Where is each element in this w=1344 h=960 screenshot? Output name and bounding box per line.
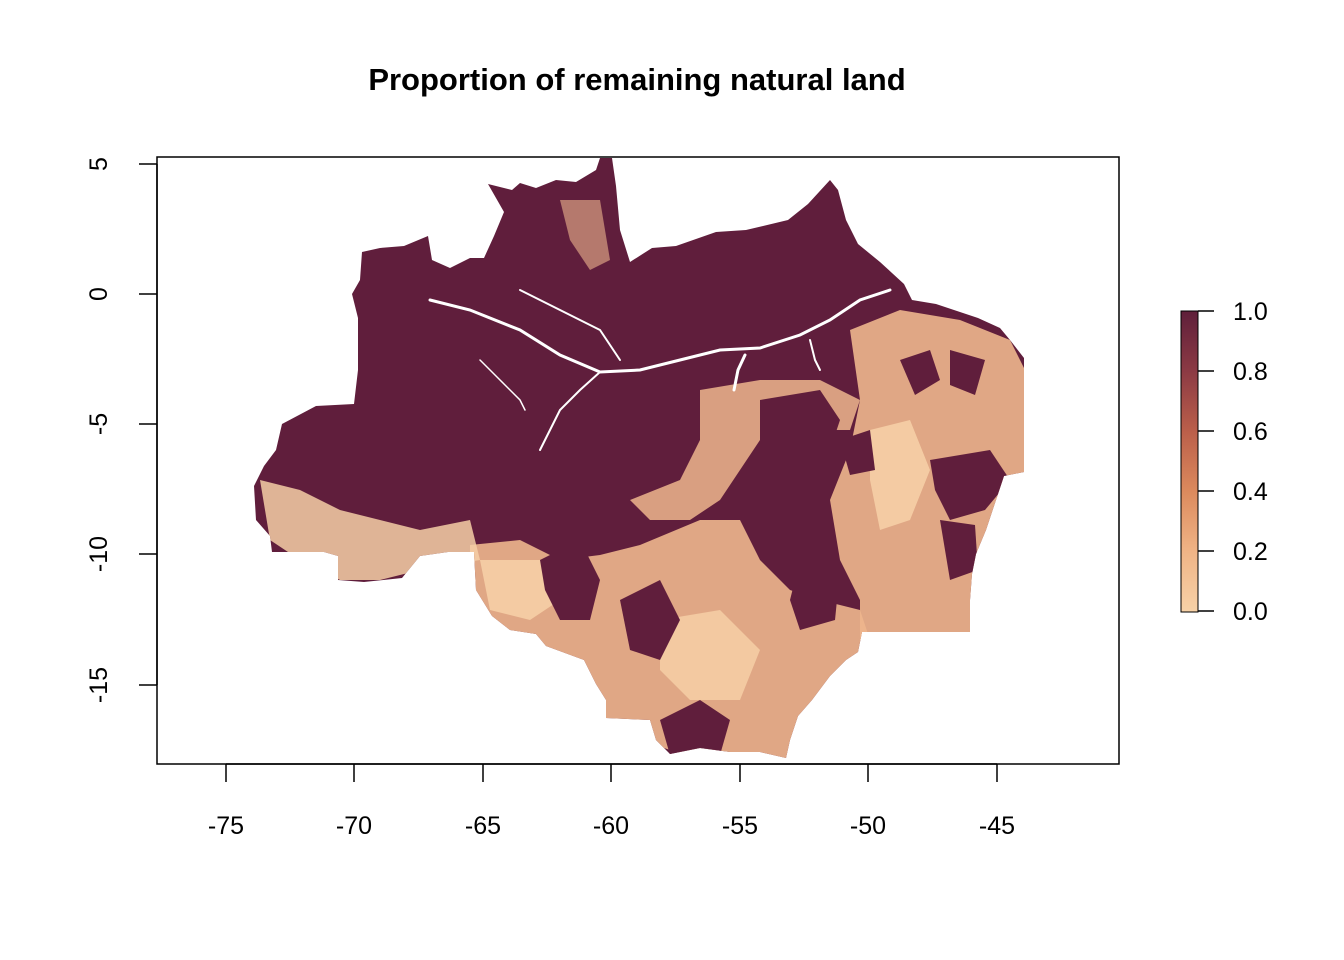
y-tick: -5 bbox=[85, 413, 157, 435]
forest-remnant-10 bbox=[660, 700, 730, 755]
madeira-river bbox=[539, 371, 601, 451]
forest-remnant-6 bbox=[620, 580, 680, 660]
y-tick: -15 bbox=[85, 667, 157, 703]
amazon-river bbox=[428, 288, 892, 374]
legend-tick: 0.6 bbox=[1198, 418, 1268, 446]
x-tick: -50 bbox=[850, 764, 886, 840]
legend-tick-label: 0.8 bbox=[1233, 358, 1268, 386]
cleared-land-patch-3 bbox=[660, 610, 760, 700]
x-tick: -45 bbox=[979, 764, 1015, 840]
map-region bbox=[254, 158, 1024, 758]
purus-river bbox=[479, 359, 526, 411]
cleared-land-north bbox=[560, 200, 610, 270]
legend-tick-label: 0.4 bbox=[1233, 478, 1268, 506]
legend-tick: 0.0 bbox=[1198, 598, 1268, 626]
y-tick-label: -15 bbox=[85, 667, 113, 703]
negro-river bbox=[519, 289, 621, 361]
rivers bbox=[428, 288, 892, 451]
legend-tick-label: 0.2 bbox=[1233, 538, 1268, 566]
legend-color-bar bbox=[1180, 310, 1199, 613]
x-tick-label: -55 bbox=[722, 812, 758, 840]
legend-tick-label: 0.0 bbox=[1233, 598, 1268, 626]
x-axis: -75 -70 -65 -60 -55 -50 -45 bbox=[208, 763, 1015, 840]
cleared-land-areas bbox=[260, 200, 1024, 758]
x-tick-label: -65 bbox=[465, 812, 501, 840]
forest-remnant-9 bbox=[940, 520, 978, 580]
forest-remnant-7 bbox=[840, 430, 875, 475]
color-legend: 1.0 0.8 0.6 0.4 0.2 0.0 bbox=[1180, 298, 1268, 626]
forest-remnant-2 bbox=[900, 350, 940, 395]
x-tick: -55 bbox=[722, 764, 758, 840]
y-tick: 0 bbox=[85, 287, 157, 301]
y-tick-label: 5 bbox=[85, 157, 113, 171]
x-tick-label: -75 bbox=[208, 812, 244, 840]
forest-remnant-8 bbox=[790, 560, 840, 630]
chart-title: Proportion of remaining natural land bbox=[368, 62, 905, 97]
legend-tick: 0.2 bbox=[1198, 538, 1268, 566]
y-tick: -10 bbox=[85, 536, 157, 572]
legend-tick: 1.0 bbox=[1198, 298, 1268, 326]
legend-tick: 0.4 bbox=[1198, 478, 1268, 506]
y-tick-label: -10 bbox=[85, 536, 113, 572]
x-tick-label: -50 bbox=[850, 812, 886, 840]
x-tick: -70 bbox=[336, 764, 372, 840]
y-tick: 5 bbox=[85, 157, 157, 171]
x-tick-label: -70 bbox=[336, 812, 372, 840]
x-tick: -75 bbox=[208, 764, 244, 840]
legend-tick-label: 1.0 bbox=[1233, 298, 1268, 326]
xingu-river bbox=[809, 339, 821, 371]
forest-remnant-5 bbox=[540, 540, 600, 620]
legend-tick-label: 0.6 bbox=[1233, 418, 1268, 446]
forest-remnant-1 bbox=[760, 390, 840, 560]
x-tick-label: -45 bbox=[979, 812, 1015, 840]
y-axis: 5 0 -5 -10 -15 bbox=[85, 157, 158, 703]
forest-remnant-4 bbox=[930, 450, 1010, 520]
y-tick-label: 0 bbox=[85, 287, 113, 301]
cleared-land-patch-2 bbox=[480, 560, 560, 620]
cleared-land-patch-1 bbox=[870, 420, 930, 530]
tapajos-river bbox=[732, 353, 747, 392]
forest-remnant-3 bbox=[950, 350, 985, 395]
x-tick-label: -60 bbox=[593, 812, 629, 840]
x-tick: -60 bbox=[593, 764, 629, 840]
y-tick-label: -5 bbox=[85, 413, 113, 435]
x-tick: -65 bbox=[465, 764, 501, 840]
legend-tick: 0.8 bbox=[1198, 358, 1268, 386]
